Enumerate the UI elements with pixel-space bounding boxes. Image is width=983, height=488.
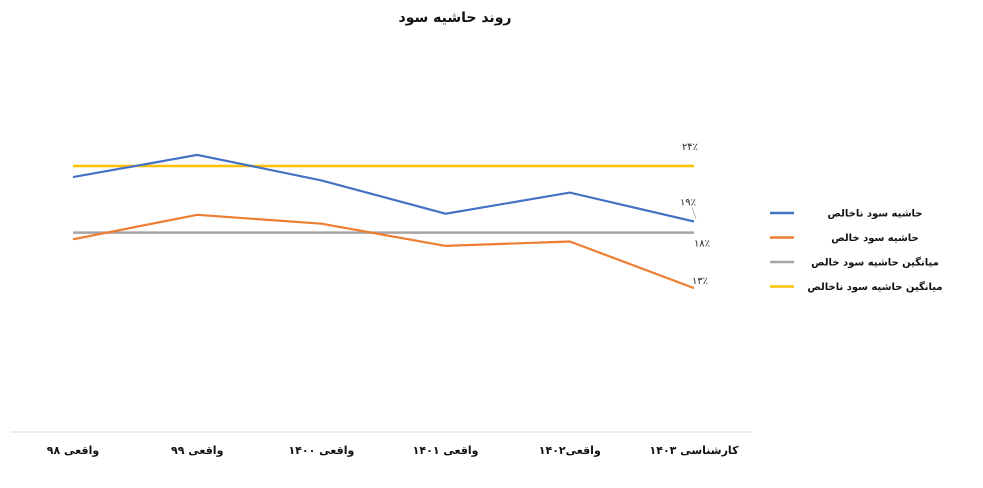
x-tick-label: واقعی ۹۹ [171,444,224,457]
x-tick-label: واقعی ۱۴۰۱ [413,444,479,457]
plot-area [72,153,695,290]
data-label-leader [691,207,697,219]
legend-label: حاشیه سود خالص [831,233,919,244]
data-label-3: ۲۴٪ [682,142,698,153]
x-axis: واقعی ۹۸ واقعی ۹۹ واقعی ۱۴۰۰ واقعی ۱۴۰۱ واقع… [10,431,752,457]
chart-title: روند حاشیه سود [399,10,512,26]
series-line-1 [72,213,695,290]
x-tick-label: واقعی۱۴۰۲ [539,444,601,457]
x-tick-label: کارشناسی ۱۴۰۳ [650,444,740,457]
data-labels: ۱۹٪ ۱۳٪ ۱۸٪ ۲۴٪ [680,142,710,287]
data-label-0: ۱۹٪ [680,198,696,209]
legend: حاشیه سود ناخالص حاشیه سود خالص میانگین حا… [770,209,943,293]
x-tick-label: واقعی ۱۴۰۰ [288,444,354,457]
series-line-0 [72,153,695,223]
data-label-1: ۱۳٪ [692,276,708,287]
data-label-2: ۱۸٪ [694,239,710,250]
x-tick-label: واقعی ۹۸ [47,444,100,457]
legend-label: حاشیه سود ناخالص [827,209,922,220]
legend-label: میانگین حاشیه سود ناخالص [807,280,942,293]
legend-label: میانگین حاشیه سود خالص [811,256,939,269]
